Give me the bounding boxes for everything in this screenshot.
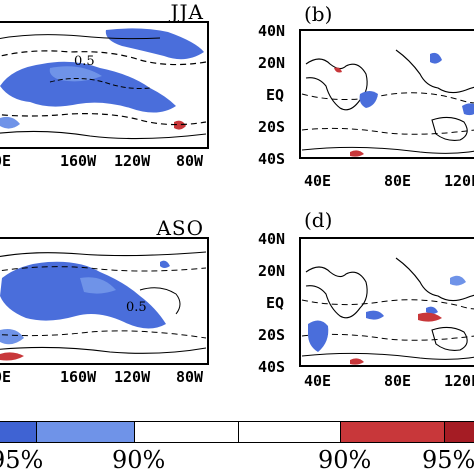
contour-label-a: 0.5 [74, 54, 95, 69]
coastline [431, 116, 468, 141]
y-tick-b-5: 40S [258, 150, 286, 168]
sig-region-red [174, 120, 186, 130]
panel-c: ASO 0.5 60E 160W 120W 80W [0, 216, 209, 386]
x-tick-b-2: 80E [384, 172, 412, 190]
contour-line [301, 92, 474, 104]
panel-c-map [0, 237, 209, 365]
contour-line [0, 251, 207, 258]
panel-a: JJA 0.5 60E 160W 120W 80W [0, 0, 209, 170]
coastline [305, 58, 368, 111]
y-tick-b-1: 40N [258, 22, 286, 40]
sig-region-90 [80, 277, 116, 294]
panel-d: (d) 40N 20N EQ 20S 40S 40E 80E 120E [258, 208, 474, 390]
sig-region-red [350, 150, 364, 157]
y-tick-d-3: EQ [266, 294, 285, 312]
sig-region-90-south [0, 329, 24, 345]
contour-line [139, 287, 181, 315]
panel-a-map [0, 21, 209, 149]
contour-line [0, 346, 207, 354]
colorbar-box-white-2 [238, 421, 342, 443]
colorbar-box-blue-95 [0, 421, 38, 443]
y-tick-b-3: EQ [266, 86, 285, 104]
sig-region-95 [0, 61, 176, 113]
x-tick-c-1: 60E [0, 368, 12, 386]
sig-region-95-north [105, 28, 204, 60]
contour-line [49, 78, 151, 89]
panel-b-map [299, 29, 474, 159]
panel-label-b: (b) [304, 2, 333, 26]
contour-line [301, 299, 474, 310]
sig-region-95 [426, 306, 438, 314]
coastline [305, 266, 368, 319]
y-tick-d-1: 40N [258, 230, 286, 248]
contour-line [301, 146, 474, 154]
panel-d-map [299, 237, 474, 367]
contour-line [0, 266, 207, 272]
contour-line [301, 127, 474, 135]
colorbar-label-red-95: 95% [422, 446, 474, 474]
contour-line [0, 113, 207, 126]
x-tick-a-3: 120W [114, 152, 151, 170]
colorbar-box-white-1 [134, 421, 240, 443]
colorbar-label-blue-95: 95% [0, 446, 44, 474]
sig-region-90-south [0, 116, 20, 129]
x-tick-a-4: 80W [176, 152, 204, 170]
sig-region-95 [359, 91, 378, 108]
sig-region-95 [462, 103, 474, 116]
colorbar-label-red-90: 90% [318, 446, 372, 474]
sig-region-red [334, 67, 342, 73]
panel-d-frame [299, 237, 474, 367]
colorbar [0, 421, 474, 443]
panel-b: (b) 40N 20N EQ 20S 40S 40E 80E 120E [258, 2, 474, 190]
y-tick-b-4: 20S [258, 118, 286, 136]
sig-region-red [418, 312, 442, 322]
sig-region-95 [308, 320, 329, 352]
sig-region-95 [430, 52, 442, 64]
colorbar-box-red-90 [340, 421, 446, 443]
contour-line [301, 352, 474, 360]
coastline [431, 326, 468, 351]
x-tick-d-1: 40E [304, 372, 332, 390]
x-tick-b-1: 40E [304, 172, 332, 190]
y-tick-d-2: 20N [258, 262, 286, 280]
contour-label-c: 0.5 [126, 300, 147, 315]
x-tick-d-2: 80E [384, 372, 412, 390]
x-tick-b-3: 120E [444, 172, 474, 190]
y-tick-d-4: 20S [258, 326, 286, 344]
x-tick-c-4: 80W [176, 368, 204, 386]
colorbar-box-blue-90 [36, 421, 136, 443]
y-tick-d-5: 40S [258, 358, 286, 376]
sig-region-red [0, 352, 24, 361]
sig-region-95-north [160, 260, 170, 268]
contour-line [0, 130, 207, 140]
x-tick-d-3: 120E [444, 372, 474, 390]
contour-line [0, 50, 207, 66]
y-tick-b-2: 20N [258, 54, 286, 72]
colorbar-box-red-95 [444, 421, 474, 443]
sig-region-95 [0, 261, 166, 329]
contour-line [0, 34, 161, 40]
sig-region-90 [450, 275, 466, 286]
colorbar-label-blue-90: 90% [112, 446, 166, 474]
panel-label-d: (d) [304, 208, 333, 232]
season-label-a: JJA [170, 0, 204, 24]
season-label-c: ASO [156, 216, 204, 240]
x-tick-c-3: 120W [114, 368, 151, 386]
x-tick-a-1: 60E [0, 152, 12, 170]
panel-b-frame [299, 29, 474, 159]
sig-region-95 [366, 310, 384, 320]
contour-line [0, 330, 207, 339]
x-tick-c-2: 160W [60, 368, 97, 386]
sig-region-red [350, 358, 364, 365]
sig-region-90 [49, 66, 102, 82]
x-tick-a-2: 160W [60, 152, 97, 170]
